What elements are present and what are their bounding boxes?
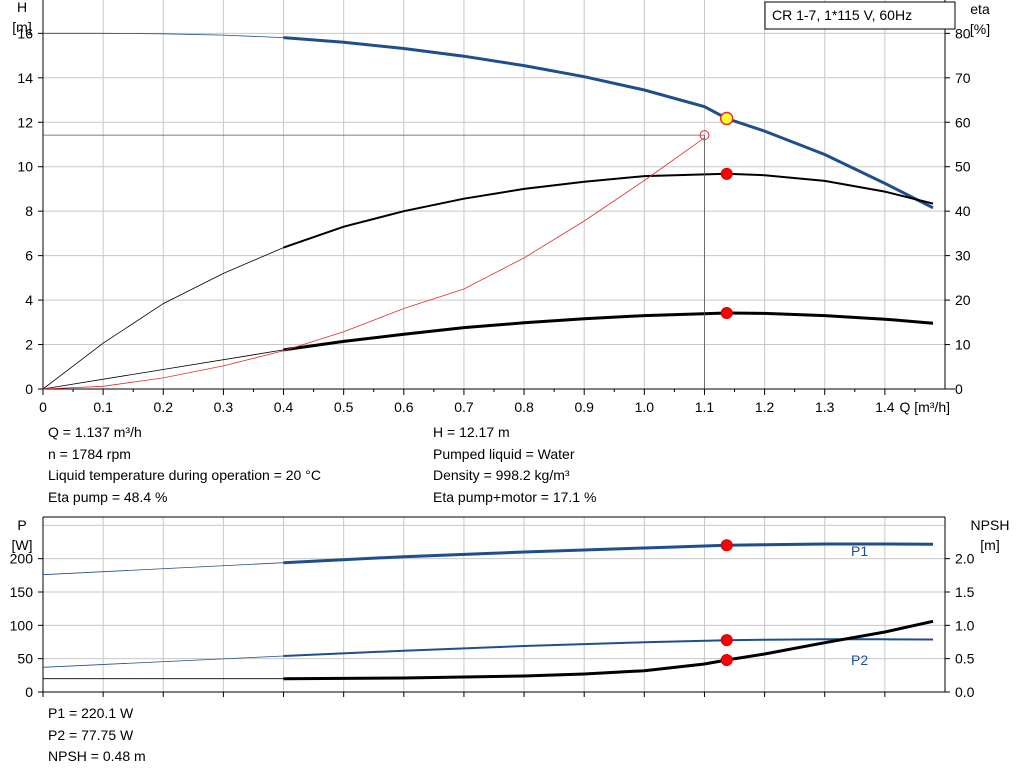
eta-pump-curve <box>283 172 934 249</box>
operating-point-eta-pump-marker <box>720 167 733 180</box>
bottom-y2-tick-label: 2.0 <box>955 551 975 567</box>
top-left-axis-label: [m] <box>12 19 31 35</box>
operating-point-p2-marker <box>720 634 733 647</box>
top-x-tick-label: 0.7 <box>454 399 474 415</box>
top-x-tick-label: 1.4 <box>875 399 895 415</box>
bottom-y-tick-label: 150 <box>10 584 34 600</box>
bottom-right-axis-label: [m] <box>980 537 999 553</box>
bottom-y-tick-label: 50 <box>17 651 33 667</box>
top-y2-tick-label: 80 <box>955 25 971 41</box>
top-x-tick-label: 0.6 <box>394 399 414 415</box>
top-x-tick-label: 0.5 <box>334 399 354 415</box>
top-y2-tick-label: 60 <box>955 114 971 130</box>
top-x-tick-label: 0.4 <box>274 399 294 415</box>
info-pumped-liquid: Pumped liquid = Water <box>433 445 575 462</box>
chart-curves <box>42 32 934 681</box>
bottom-chart-grid <box>38 516 950 697</box>
top-x-tick-label: 1.3 <box>815 399 835 415</box>
info-speed: n = 1784 rpm <box>48 445 131 462</box>
top-y2-tick-label: 70 <box>955 70 971 86</box>
title-box <box>764 1 956 30</box>
top-y-tick-label: 14 <box>17 70 33 86</box>
top-right-axis-label: eta <box>970 1 990 17</box>
bottom-y-tick-label: 100 <box>10 617 34 633</box>
top-y2-tick-label: 0 <box>955 381 963 397</box>
top-x-tick-label: 1.0 <box>635 399 655 415</box>
operating-point-head-marker <box>719 111 734 126</box>
chart-markers <box>699 111 734 666</box>
info-bottom-left: P1 = 220.1 W P2 = 77.75 W NPSH = 0.48 m <box>48 703 146 768</box>
p1-curve-thin <box>42 562 284 576</box>
top-x-tick-label: 0.1 <box>93 399 113 415</box>
eta-total-curve-thin <box>42 349 284 390</box>
chart-labels: 0 0.1 0.2 0.3 0.4 0.5 0.6 0.7 0.8 0.9 1.0 1.1 1.2 1.3… <box>10 0 1010 700</box>
top-x-tick-label: 0.2 <box>154 399 174 415</box>
info-liquid-temperature: Liquid temperature during operation = 20… <box>48 467 321 483</box>
top-y2-tick-label: 20 <box>955 292 971 308</box>
bottom-y2-tick-label: 0.5 <box>955 651 975 667</box>
head-curve <box>283 36 934 210</box>
operating-point-p1-marker <box>720 539 733 552</box>
top-x-tick-label: 0.9 <box>574 399 594 415</box>
bottom-left-axis-label: [W] <box>12 537 33 553</box>
info-p2: P2 = 77.75 W <box>48 726 134 743</box>
top-y2-tick-label: 50 <box>955 159 971 175</box>
eta-pump-curve-thin <box>42 247 284 390</box>
info-flow: Q = 1.137 m³/h <box>48 424 142 440</box>
bottom-right-axis-label: NPSH <box>971 517 1010 533</box>
operating-point-eta-total-marker <box>720 306 733 319</box>
top-y-tick-label: 0 <box>25 381 33 397</box>
top-x-tick-label: 1.1 <box>695 399 715 415</box>
top-y-tick-label: 4 <box>25 292 33 308</box>
top-y-tick-label: 16 <box>17 25 33 41</box>
p1-series-label: P1 <box>851 543 868 559</box>
top-chart-grid <box>38 0 955 395</box>
top-y-tick-label: 8 <box>25 203 33 219</box>
eta-total-curve <box>283 311 934 352</box>
info-head: H = 12.17 m <box>433 424 510 440</box>
chart-title: CR 1-7, 1*115 V, 60Hz <box>772 7 912 23</box>
info-npsh: NPSH = 0.48 m <box>48 748 146 764</box>
p1-curve <box>283 542 934 565</box>
operating-point-npsh-marker <box>720 654 733 666</box>
bottom-y2-tick-label: 0.0 <box>955 684 975 700</box>
top-y-tick-label: 2 <box>25 337 33 353</box>
p2-series-label: P2 <box>851 652 868 668</box>
duty-point-marker <box>699 130 710 141</box>
top-x-tick-label: 0.3 <box>214 399 234 415</box>
bottom-y2-tick-label: 1.0 <box>955 617 975 633</box>
top-y2-tick-label: 10 <box>955 337 971 353</box>
top-y-tick-label: 12 <box>17 114 33 130</box>
top-y-tick-label: 6 <box>25 248 33 264</box>
info-eta-pump-motor: Eta pump+motor = 17.1 % <box>433 488 597 505</box>
head-curve-thin <box>43 32 284 38</box>
system-curve <box>42 137 705 390</box>
top-x-tick-label: 1.2 <box>755 399 775 415</box>
info-top-left: Q = 1.137 m³/h n = 1784 rpm Liquid tempe… <box>48 422 321 508</box>
npsh-curve <box>283 619 934 681</box>
top-y-tick-label: 10 <box>17 159 33 175</box>
info-density: Density = 998.2 kg/m³ <box>433 467 570 483</box>
top-x-tick-label: 0.8 <box>514 399 534 415</box>
info-eta-pump: Eta pump = 48.4 % <box>48 488 168 505</box>
top-y2-tick-label: 30 <box>955 248 971 264</box>
top-right-axis-label: [%] <box>970 21 990 37</box>
bottom-y-tick-label: 0 <box>25 684 33 700</box>
bottom-y2-tick-label: 1.5 <box>955 584 975 600</box>
info-top-right: H = 12.17 m Pumped liquid = Water Densit… <box>433 422 596 508</box>
info-p1: P1 = 220.1 W <box>48 705 134 721</box>
top-y2-tick-label: 40 <box>955 203 971 219</box>
bottom-y-tick-label: 200 <box>10 551 34 567</box>
top-x-tick-label: 0 <box>39 399 47 415</box>
top-x-axis-label: Q [m³/h] <box>899 399 950 415</box>
top-left-axis-label: H <box>17 0 27 15</box>
p2-curve-thin <box>42 655 284 668</box>
bottom-left-axis-label: P <box>17 517 26 533</box>
